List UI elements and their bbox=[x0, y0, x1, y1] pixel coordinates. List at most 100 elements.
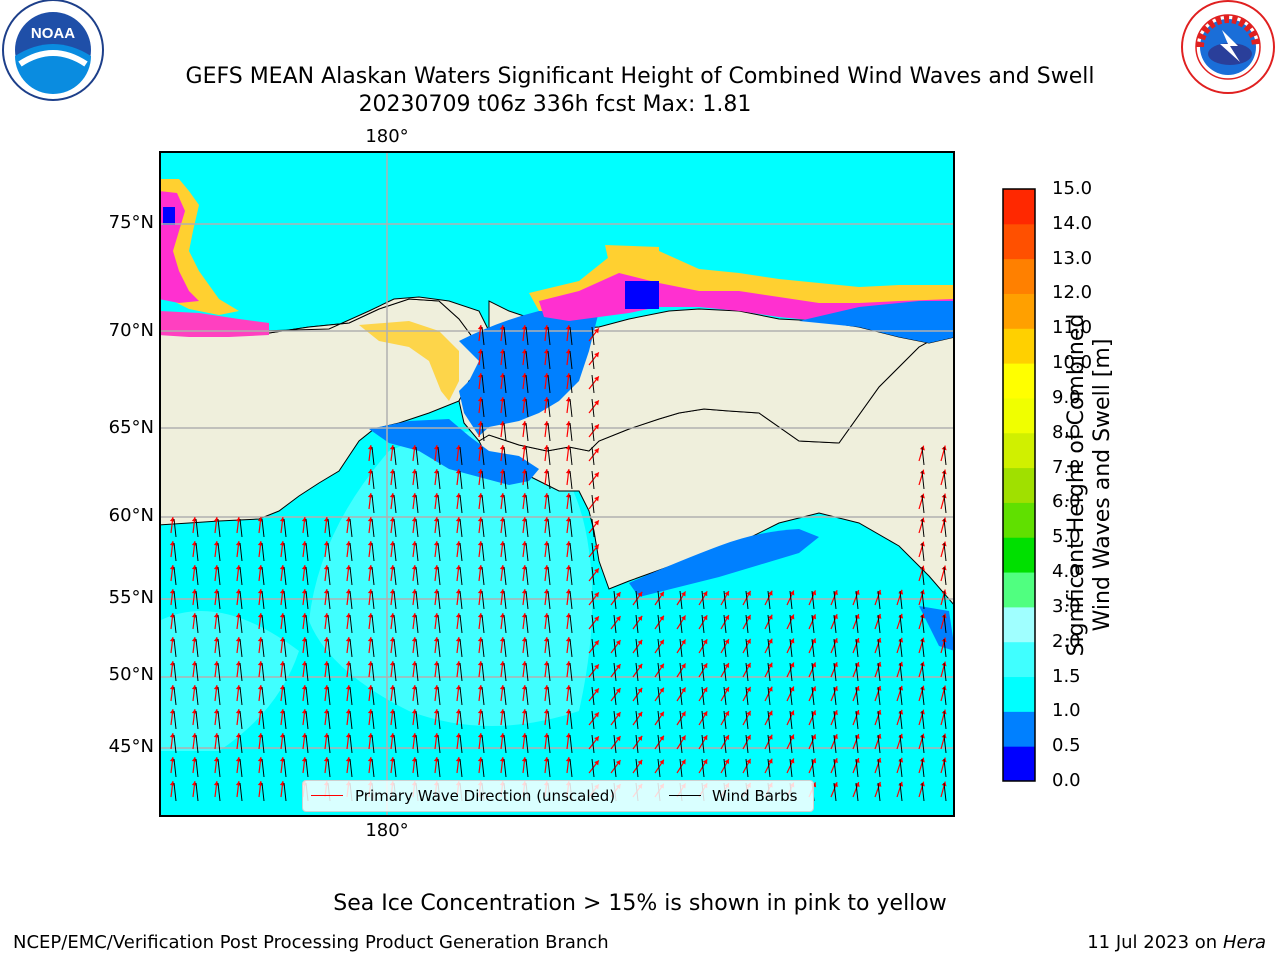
wind-barb bbox=[371, 686, 375, 706]
wind-barb bbox=[481, 734, 485, 754]
wind-barb bbox=[481, 662, 485, 682]
wind-barb bbox=[811, 590, 815, 610]
wave-arrow-head bbox=[637, 663, 643, 669]
wind-barb bbox=[569, 686, 573, 706]
wind-barb bbox=[481, 422, 485, 442]
wind-barb bbox=[569, 422, 573, 442]
wind-barb bbox=[679, 710, 683, 730]
wave-arrow-head bbox=[789, 710, 795, 716]
wind-barb bbox=[283, 686, 287, 706]
wind-barb bbox=[195, 686, 199, 706]
wave-arrow-head bbox=[594, 712, 599, 718]
wind-barb bbox=[393, 734, 397, 754]
wind-barb bbox=[393, 614, 397, 634]
wave-arrow-head bbox=[594, 328, 599, 334]
wind-barb bbox=[569, 374, 573, 394]
wind-barb bbox=[239, 638, 243, 658]
wind-barb bbox=[569, 350, 573, 370]
wind-barb bbox=[943, 614, 947, 634]
wind-barb bbox=[503, 374, 507, 394]
wind-barb bbox=[239, 782, 243, 802]
colorbar-segment bbox=[1003, 746, 1035, 782]
colorbar-segment bbox=[1003, 432, 1035, 469]
colorbar-segment bbox=[1003, 293, 1035, 329]
wind-barb bbox=[789, 638, 793, 658]
wave-arrow-head bbox=[898, 781, 904, 787]
wind-barb bbox=[393, 518, 397, 538]
wind-barb bbox=[569, 566, 573, 586]
wind-barb bbox=[481, 470, 485, 490]
wave-arrow-head bbox=[767, 638, 773, 644]
wave-arrow-head bbox=[854, 710, 860, 715]
wind-barb bbox=[877, 662, 881, 682]
colorbar-tick-label: 2.0 bbox=[1052, 630, 1081, 652]
lat-label-65: 65°N bbox=[108, 417, 154, 438]
wind-barb bbox=[899, 662, 903, 682]
wind-barb bbox=[525, 518, 529, 538]
wind-barb bbox=[437, 758, 441, 778]
wave-arrow-head bbox=[724, 759, 729, 765]
wave-arrow-head bbox=[767, 614, 773, 620]
wind-barb bbox=[283, 518, 287, 538]
sea-ice-north-blue bbox=[625, 281, 659, 309]
wind-barb bbox=[591, 518, 595, 538]
wind-barb bbox=[349, 758, 353, 778]
wind-barb bbox=[833, 710, 837, 730]
wind-barb bbox=[349, 614, 353, 634]
wind-barb bbox=[811, 662, 815, 682]
wind-barb bbox=[437, 590, 441, 610]
wave-arrow-head bbox=[811, 662, 817, 668]
wave-arrow-head bbox=[594, 424, 599, 430]
wind-barb bbox=[415, 566, 419, 586]
wind-barb bbox=[371, 518, 375, 538]
colorbar-tick-label: 8.0 bbox=[1052, 421, 1081, 443]
wind-barb bbox=[943, 662, 947, 682]
wave-arrow-head bbox=[594, 544, 599, 550]
wave-arrow-head bbox=[876, 733, 882, 739]
wind-barb bbox=[437, 542, 441, 562]
wind-barb bbox=[569, 710, 573, 730]
wind-barb bbox=[613, 638, 617, 658]
wind-barb bbox=[899, 590, 903, 610]
wave-arrow-head bbox=[833, 734, 838, 740]
wind-barb bbox=[415, 542, 419, 562]
wave-arrow-head bbox=[681, 687, 686, 693]
wind-barb bbox=[613, 590, 617, 610]
wave-arrow-head bbox=[681, 735, 686, 741]
wind-barb bbox=[481, 350, 485, 370]
wind-barb bbox=[657, 614, 661, 634]
wind-barb bbox=[701, 614, 705, 634]
wind-barb bbox=[283, 566, 287, 586]
wind-barb bbox=[921, 734, 925, 754]
wave-arrow-head bbox=[876, 637, 882, 643]
wind-barb bbox=[525, 446, 529, 466]
wind-barb bbox=[789, 734, 793, 754]
wind-barb bbox=[547, 398, 551, 418]
wind-barb bbox=[393, 494, 397, 514]
wind-barb bbox=[833, 782, 837, 802]
wind-barb bbox=[371, 494, 375, 514]
wind-barb bbox=[833, 734, 837, 754]
wind-barb bbox=[305, 662, 309, 682]
colorbar-tick-label: 14.0 bbox=[1052, 212, 1093, 234]
wave-arrow-head bbox=[637, 735, 643, 741]
wind-barb bbox=[943, 470, 947, 490]
wind-barb bbox=[503, 518, 507, 538]
wind-barb bbox=[327, 662, 331, 682]
wind-barb bbox=[569, 518, 573, 538]
wind-barb bbox=[547, 350, 551, 370]
wind-barb bbox=[591, 614, 595, 634]
wind-barb bbox=[767, 590, 771, 610]
wind-barb bbox=[679, 614, 683, 634]
wave-arrow-head bbox=[659, 711, 664, 717]
wave-arrow-head bbox=[615, 688, 621, 694]
wind-barb bbox=[305, 734, 309, 754]
wind-barb bbox=[283, 662, 287, 682]
colorbar-segment bbox=[1003, 223, 1035, 260]
wind-barb bbox=[481, 758, 485, 778]
wind-barb bbox=[437, 518, 441, 538]
wave-arrow-head bbox=[833, 662, 838, 668]
wind-barb bbox=[921, 614, 925, 634]
wind-barb bbox=[481, 374, 485, 394]
colorbar-tick-label: 4.0 bbox=[1052, 561, 1081, 583]
